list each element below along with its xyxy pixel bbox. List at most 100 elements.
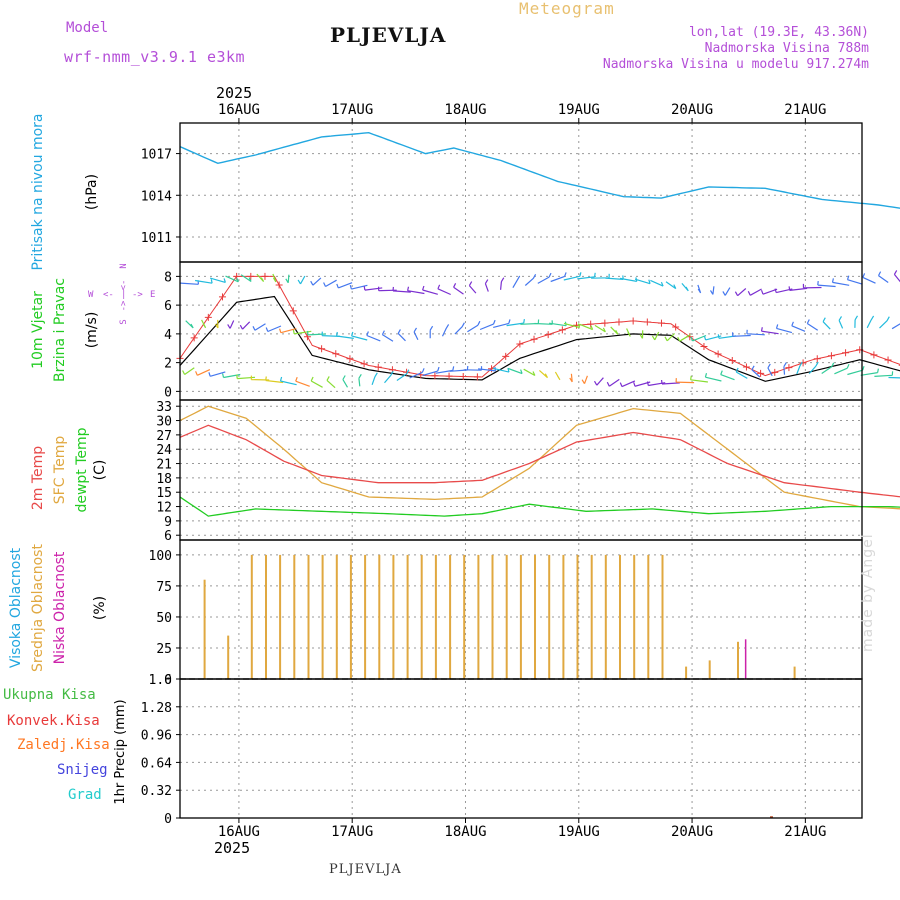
wind-barb xyxy=(563,322,581,329)
wind-barb xyxy=(775,324,793,334)
gust-marker xyxy=(615,318,623,326)
mid-cloud-bar xyxy=(576,554,579,679)
day-label-bottom: 21AUG xyxy=(784,824,826,840)
wind-barb xyxy=(796,361,803,375)
wind-barb xyxy=(581,375,588,385)
day-label-top: 19AUG xyxy=(558,102,600,118)
wind-barb xyxy=(677,334,691,342)
wind-barb xyxy=(396,369,410,381)
gust-marker xyxy=(657,319,665,327)
wind-barb xyxy=(665,281,677,290)
wind-barb xyxy=(537,272,552,284)
year-top: 2025 xyxy=(216,84,253,102)
pressure-labels: Pritisak na nivou mora (hPa) xyxy=(30,113,100,270)
credit: made by Angel xyxy=(860,533,876,652)
wind-tick-label: 8 xyxy=(164,270,172,285)
gust-marker xyxy=(757,369,765,377)
wind-barb xyxy=(468,281,477,294)
wind-barb xyxy=(381,330,394,342)
wind-barb xyxy=(732,332,751,337)
wind-barb xyxy=(831,278,850,286)
mid-cloud-bar xyxy=(477,554,480,679)
wind-barb xyxy=(577,272,596,280)
mid-cloud-bar xyxy=(307,554,310,679)
day-label-bottom: 17AUG xyxy=(331,824,373,840)
wind-barb xyxy=(351,331,368,341)
temperature-tick-label: 33 xyxy=(156,400,172,415)
gust-marker xyxy=(544,331,552,339)
wind-barb xyxy=(821,362,835,374)
wind-barb xyxy=(397,329,406,342)
wind-barb xyxy=(484,279,489,292)
gust-marker xyxy=(601,319,609,327)
gust-marker xyxy=(190,334,198,342)
gust-marker xyxy=(346,355,354,363)
wind-barb xyxy=(422,366,440,377)
wind-barb xyxy=(877,271,889,283)
wind-barb xyxy=(441,324,450,337)
gust-marker xyxy=(558,326,566,334)
wind-barb xyxy=(550,272,567,283)
wind-barb xyxy=(661,379,680,385)
mid-cloud-bar xyxy=(250,554,253,679)
wind-barb xyxy=(371,372,378,385)
temperature-tick-label: 21 xyxy=(156,458,172,473)
cloud-unit: (%) xyxy=(92,596,108,620)
gust-marker xyxy=(771,368,779,376)
gust-marker xyxy=(261,272,269,280)
wind-barb xyxy=(407,286,425,295)
gust-marker xyxy=(473,373,481,381)
wind-barbs xyxy=(180,270,900,389)
mid-cloud-bar xyxy=(548,554,551,679)
mid-cloud-bar xyxy=(590,554,593,679)
wind-barb xyxy=(579,323,594,331)
gust-marker xyxy=(629,317,637,325)
series-lines xyxy=(176,131,900,517)
gust-marker xyxy=(785,364,793,372)
wind-unit: (m/s) xyxy=(84,312,100,349)
wind-barb xyxy=(722,287,731,296)
wind-title-2: Brzina i Pravac xyxy=(52,278,68,382)
wind-barb xyxy=(310,376,323,388)
station-title: PLJEVLJA xyxy=(330,23,447,47)
pressure-tick-label: 1011 xyxy=(141,231,172,246)
compass-arrow-s: -> xyxy=(119,300,129,311)
wind-barb xyxy=(760,327,779,335)
mid-cloud-bar xyxy=(633,554,636,679)
wind-barb xyxy=(195,369,211,376)
mid-cloud-bar xyxy=(265,554,267,679)
wind-barb xyxy=(690,334,707,342)
day-label-bottom: 19AUG xyxy=(558,824,600,840)
temperature-tick-label: 12 xyxy=(156,501,172,516)
temperature-labels: 2m Temp SFC Temp dewpt Temp (C) xyxy=(30,427,108,512)
wind-barb xyxy=(854,315,859,328)
wind-barb xyxy=(209,277,226,283)
wind-barb xyxy=(227,320,235,329)
wind-barb xyxy=(822,317,831,330)
pressure-tick-label: 1014 xyxy=(141,189,172,204)
wind-barb xyxy=(593,377,604,386)
temp-unit: (C) xyxy=(92,460,108,481)
wind-barb xyxy=(634,278,651,285)
wind-barb xyxy=(709,286,715,295)
wind-barb xyxy=(295,376,310,387)
cloud-labels: Visoka Oblacnost Srednja Oblacnost Niska… xyxy=(8,544,108,672)
wind-barb xyxy=(326,376,336,389)
gust-marker xyxy=(218,293,226,301)
wind-barb xyxy=(225,275,239,283)
mid-cloud-bar xyxy=(420,554,423,679)
wind-barb xyxy=(201,319,207,329)
wind-barb xyxy=(409,368,425,379)
mid-cloud-bar xyxy=(279,554,282,679)
temperature-tick-label: 18 xyxy=(156,472,172,487)
wind-barb xyxy=(808,361,819,374)
wind-barb xyxy=(891,323,900,330)
wind-barb xyxy=(239,321,251,330)
wind-barb xyxy=(554,371,561,381)
cloud-tick-label: 100 xyxy=(149,549,172,564)
wind-barb xyxy=(893,270,900,283)
wind-labels: 10m Vjetar Brzina i Pravac (m/s) N <- W … xyxy=(30,263,155,382)
mid-cloud-bar xyxy=(562,554,565,679)
wind-barb xyxy=(862,273,876,284)
wind-barb xyxy=(506,318,525,327)
